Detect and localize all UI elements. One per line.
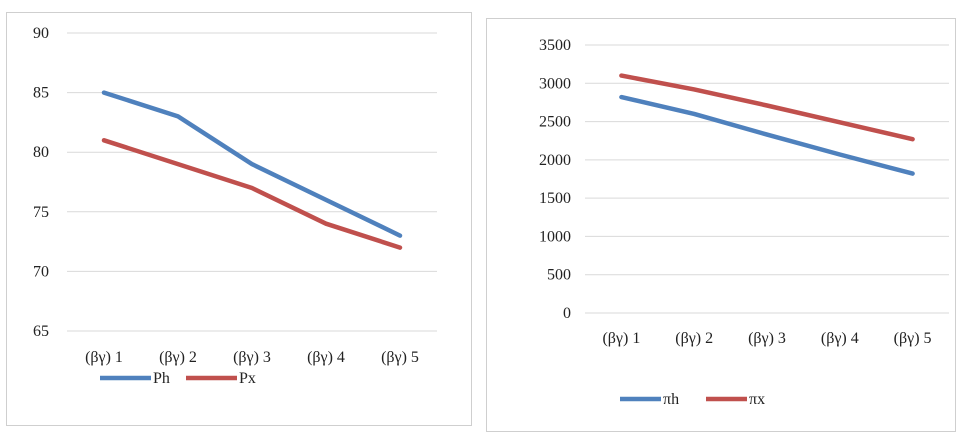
right-x-tick-label: (βγ) 3 — [748, 330, 786, 347]
right-series-line-h — [619, 94, 915, 176]
right-x-tick-label: (βγ) 1 — [602, 330, 640, 347]
left-legend-label: Ph — [153, 370, 170, 387]
chart-right: 0 500 1000 1500 2000 2500 3000 3500 (βγ) 1 (βγ) 2… — [539, 37, 949, 408]
right-x-tick-label: (βγ) 4 — [821, 330, 859, 347]
left-y-tick-label: 80 — [33, 144, 49, 161]
left-series-line-x — [101, 138, 403, 250]
right-y-tick-label: 1000 — [539, 228, 571, 245]
chart-panel-right: 0 500 1000 1500 2000 2500 3000 3500 (βγ) 1 (βγ) 2… — [486, 18, 956, 432]
right-x-tick-label: (βγ) 2 — [675, 330, 713, 347]
left-y-tick-label: 65 — [33, 323, 49, 340]
chart-panel-left: 65 70 75 80 85 90 (βγ) 1 (βγ) 2 (βγ) 3 (βγ) 4 (βγ)… — [6, 12, 472, 426]
left-y-tick-label: 90 — [33, 25, 49, 42]
left-x-tick-label: (βγ) 3 — [233, 349, 271, 366]
chart-left: 65 70 75 80 85 90 (βγ) 1 (βγ) 2 (βγ) 3 (βγ) 4 (βγ)… — [33, 25, 437, 387]
left-legend-label: Px — [239, 370, 256, 387]
left-x-tick-label: (βγ) 5 — [381, 349, 419, 366]
left-series-line-h — [101, 90, 403, 238]
right-y-tick-label: 1500 — [539, 190, 571, 207]
right-y-tick-label: 2000 — [539, 152, 571, 169]
right-x-tick-label: (βγ) 5 — [894, 330, 932, 347]
left-y-tick-label: 85 — [33, 85, 49, 102]
right-y-tick-label: 0 — [563, 305, 571, 322]
left-x-tick-label: (βγ) 2 — [159, 349, 197, 366]
left-y-tick-label: 70 — [33, 263, 49, 280]
right-legend-label: πx — [749, 391, 765, 408]
left-x-tick-label: (βγ) 1 — [85, 349, 123, 366]
right-legend-label: πh — [663, 391, 679, 408]
right-y-tick-label: 3000 — [539, 75, 571, 92]
left-x-tick-label: (βγ) 4 — [307, 349, 345, 366]
right-y-tick-label: 500 — [547, 267, 571, 284]
right-series-line-x — [619, 73, 915, 142]
left-y-tick-label: 75 — [33, 204, 49, 221]
right-y-tick-label: 2500 — [539, 114, 571, 131]
right-y-tick-label: 3500 — [539, 37, 571, 54]
